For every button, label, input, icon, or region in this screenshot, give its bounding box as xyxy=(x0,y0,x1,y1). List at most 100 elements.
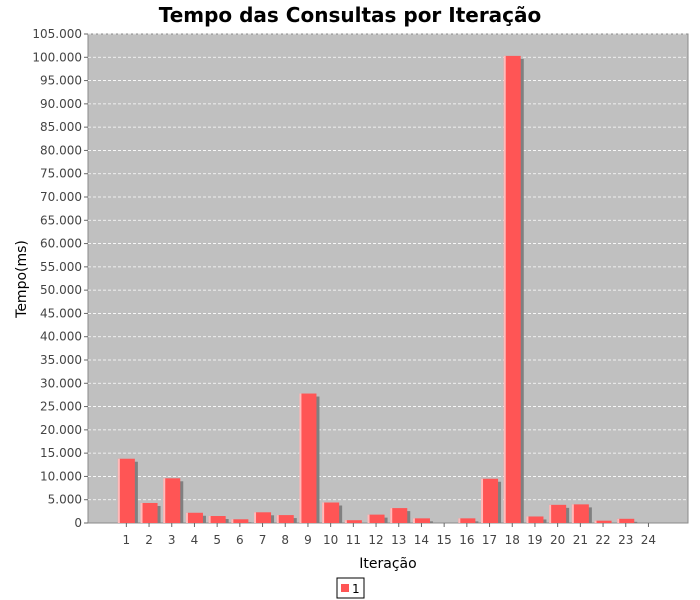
y-tick-label: 105.000 xyxy=(32,27,82,41)
y-tick-label: 10.000 xyxy=(40,469,82,483)
x-tick-label: 6 xyxy=(236,533,244,547)
bar xyxy=(208,516,226,523)
y-tick-label: 65.000 xyxy=(40,213,82,227)
x-axis-label: Iteração xyxy=(359,556,416,572)
x-tick-label: 10 xyxy=(323,533,338,547)
bar-highlight xyxy=(526,516,529,523)
bar xyxy=(481,478,499,523)
bar-highlight xyxy=(481,478,484,523)
bar xyxy=(390,508,408,523)
x-tick-label: 4 xyxy=(191,533,199,547)
bar xyxy=(322,502,340,523)
y-tick-label: 90.000 xyxy=(40,97,82,111)
x-tick-label: 23 xyxy=(618,533,633,547)
bar xyxy=(367,514,385,523)
y-tick-label: 20.000 xyxy=(40,423,82,437)
bar xyxy=(231,519,249,523)
bar xyxy=(458,518,476,523)
bar xyxy=(617,518,635,523)
x-tick-label: 16 xyxy=(459,533,474,547)
bar-highlight xyxy=(344,520,347,523)
legend-swatch xyxy=(341,584,349,592)
bar-highlight xyxy=(140,502,143,523)
x-tick-label: 19 xyxy=(527,533,542,547)
y-tick-label: 30.000 xyxy=(40,376,82,390)
y-axis-ticks: 0 5.000 10.000 15.000 20.000 25.000 30.000 35.0… xyxy=(32,27,88,530)
bar xyxy=(412,518,430,523)
y-tick-label: 70.000 xyxy=(40,190,82,204)
y-axis-label: Tempo(ms) xyxy=(14,240,30,319)
bar xyxy=(140,502,158,523)
bar xyxy=(299,393,317,523)
bar xyxy=(254,512,272,523)
bar-highlight xyxy=(594,520,597,523)
x-axis-ticks: 1 2 3 4 5 6 7 8 9 10 11 12 13 14 15 16 17 18 19 20 21 22 23 24 xyxy=(123,523,656,547)
y-tick-label: 25.000 xyxy=(40,400,82,414)
bar-highlight xyxy=(571,504,574,523)
bar xyxy=(163,478,181,523)
bar-highlight xyxy=(617,518,620,523)
gridlines xyxy=(88,33,688,501)
y-tick-label: 60.000 xyxy=(40,237,82,251)
x-tick-label: 22 xyxy=(595,533,610,547)
x-tick-label: 2 xyxy=(145,533,153,547)
x-tick-label: 7 xyxy=(259,533,267,547)
x-tick-label: 3 xyxy=(168,533,176,547)
x-tick-label: 5 xyxy=(213,533,221,547)
x-tick-label: 20 xyxy=(550,533,565,547)
x-tick-label: 24 xyxy=(641,533,656,547)
x-tick-label: 21 xyxy=(573,533,588,547)
bar xyxy=(571,504,589,523)
bar xyxy=(276,515,294,523)
x-tick-label: 15 xyxy=(437,533,452,547)
bar-highlight xyxy=(254,512,257,523)
bar-highlight xyxy=(276,515,279,523)
y-tick-label: 80.000 xyxy=(40,143,82,157)
x-tick-label: 18 xyxy=(505,533,520,547)
y-tick-label: 40.000 xyxy=(40,330,82,344)
y-tick-label: 35.000 xyxy=(40,353,82,367)
legend: 1 xyxy=(336,577,365,599)
bar xyxy=(503,55,521,523)
bar-highlight xyxy=(412,518,415,523)
y-tick-label: 95.000 xyxy=(40,74,82,88)
bar-highlight xyxy=(231,519,234,523)
y-tick-label: 55.000 xyxy=(40,260,82,274)
y-tick-label: 45.000 xyxy=(40,306,82,320)
bar-highlight xyxy=(503,55,506,523)
bar xyxy=(549,504,567,523)
bar-highlight xyxy=(322,502,325,523)
bar-highlight xyxy=(458,518,461,523)
chart-title: Tempo das Consultas por Iteração xyxy=(159,3,542,27)
y-tick-label: 85.000 xyxy=(40,120,82,134)
x-tick-label: 14 xyxy=(414,533,429,547)
x-tick-label: 11 xyxy=(346,533,361,547)
y-tick-label: 50.000 xyxy=(40,283,82,297)
x-tick-label: 17 xyxy=(482,533,497,547)
bar-highlight xyxy=(299,393,302,523)
bar xyxy=(185,512,203,523)
y-tick-label: 75.000 xyxy=(40,167,82,181)
bar-highlight xyxy=(117,458,120,523)
bar xyxy=(526,516,544,523)
y-tick-label: 100.000 xyxy=(32,50,82,64)
y-tick-label: 5.000 xyxy=(48,493,82,507)
bar-highlight xyxy=(208,516,211,523)
bar-highlight xyxy=(549,504,552,523)
bar-highlight xyxy=(390,508,393,523)
legend-label: 1 xyxy=(352,582,360,596)
bar xyxy=(594,520,612,523)
bars-group xyxy=(117,55,638,523)
x-tick-label: 1 xyxy=(123,533,131,547)
legend-box xyxy=(336,577,365,599)
plot-area xyxy=(87,33,689,524)
x-tick-label: 12 xyxy=(368,533,383,547)
bar xyxy=(117,458,135,523)
bar xyxy=(344,520,362,523)
x-tick-label: 13 xyxy=(391,533,406,547)
y-tick-label: 15.000 xyxy=(40,446,82,460)
bar-highlight xyxy=(367,514,370,523)
x-tick-label: 9 xyxy=(304,533,312,547)
x-tick-label: 8 xyxy=(281,533,289,547)
